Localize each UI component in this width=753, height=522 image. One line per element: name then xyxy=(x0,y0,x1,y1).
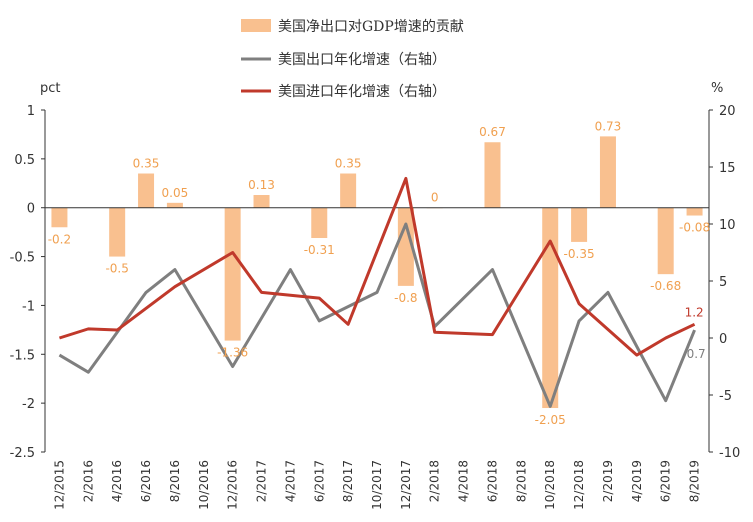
bar xyxy=(253,195,270,208)
legend: 美国净出口对GDP增速的贡献 美国出口年化增速（右轴） 美国进口年化增速（右轴） xyxy=(241,19,464,100)
x-tick-label: 4/2019 xyxy=(630,460,644,502)
x-tick-label: 6/2018 xyxy=(485,460,499,502)
x-tick-label: 12/2018 xyxy=(572,460,586,510)
left-tick-label: -2.5 xyxy=(10,446,35,461)
bar-data-label: 0.73 xyxy=(595,119,622,133)
bar-data-label: 0.35 xyxy=(133,157,160,171)
line-series xyxy=(58,176,696,408)
bar-data-label: -0.5 xyxy=(105,262,128,276)
right-tick-label: 0 xyxy=(719,332,727,347)
bar-data-label: 0.13 xyxy=(248,178,275,192)
x-tick-label: 10/2016 xyxy=(197,460,211,510)
x-tick-label: 2/2016 xyxy=(81,460,95,502)
bar xyxy=(311,207,328,239)
bar-data-label: -0.08 xyxy=(679,221,710,235)
x-tick-label: 10/2017 xyxy=(370,460,384,510)
bar xyxy=(397,207,414,286)
right-axis-unit: % xyxy=(711,81,723,96)
left-tick-label: -0.5 xyxy=(10,251,35,266)
left-tick-label: 0.5 xyxy=(14,153,35,168)
import-growth-line xyxy=(58,176,696,357)
bar-data-label: -1.36 xyxy=(217,346,248,360)
right-tick-label: 10 xyxy=(719,218,736,233)
legend-swatch-net-exports xyxy=(241,19,271,32)
right-tick-label: 15 xyxy=(719,161,736,176)
x-tick-label: 4/2017 xyxy=(283,460,297,502)
export-growth-line xyxy=(58,222,696,408)
left-tick-label: -2 xyxy=(22,397,35,412)
bar-data-label: 0.05 xyxy=(162,186,189,200)
x-tick-label: 2/2017 xyxy=(255,460,269,502)
bar-data-label: 0 xyxy=(431,191,439,205)
bar xyxy=(686,207,703,216)
legend-label-imports: 美国进口年化增速（右轴） xyxy=(278,84,446,100)
x-tick-label: 12/2016 xyxy=(226,460,240,510)
left-tick-label: 0 xyxy=(27,202,35,217)
bar xyxy=(51,207,68,228)
bar xyxy=(599,136,616,208)
left-tick-label: 1 xyxy=(27,104,35,119)
right-tick-label: -10 xyxy=(719,446,740,461)
bar xyxy=(484,142,501,208)
x-tick-label: 2/2018 xyxy=(428,460,442,502)
bar-data-label: -0.68 xyxy=(650,279,681,293)
x-tick-label: 6/2016 xyxy=(139,460,153,502)
x-tick-label: 8/2017 xyxy=(341,460,355,502)
bar xyxy=(224,207,241,341)
bar xyxy=(542,207,559,409)
x-tick-label: 4/2016 xyxy=(110,460,124,502)
x-tick-label: 12/2015 xyxy=(52,460,66,510)
bar xyxy=(657,207,674,275)
left-axis-unit: pct xyxy=(40,81,61,96)
bar xyxy=(340,173,357,208)
bar xyxy=(571,207,588,242)
right-axis-ticks: 20 15 10 5 0 -5 -10 xyxy=(709,104,740,461)
exports-end-label: 0.7 xyxy=(687,347,706,361)
x-tick-label: 8/2019 xyxy=(688,460,702,502)
x-axis-ticks: 12/2015 2/2016 4/2016 6/2016 8/2016 10/2016 12… xyxy=(52,460,701,510)
bar xyxy=(138,173,155,208)
legend-label-exports: 美国出口年化增速（右轴） xyxy=(278,52,446,68)
bar-data-label: 0.67 xyxy=(479,125,506,139)
bar xyxy=(166,202,183,208)
x-tick-label: 2/2019 xyxy=(601,460,615,502)
bar-data-label: -2.05 xyxy=(535,413,566,427)
bar-series xyxy=(51,136,703,409)
x-tick-label: 10/2018 xyxy=(543,460,557,510)
bar-data-label: -0.35 xyxy=(564,247,595,261)
bar-data-label: -0.8 xyxy=(394,291,417,305)
legend-label-net-exports: 美国净出口对GDP增速的贡献 xyxy=(278,19,464,35)
x-tick-label: 8/2018 xyxy=(514,460,528,502)
x-tick-label: 6/2019 xyxy=(659,460,673,502)
line-end-labels: 0.7 1.2 xyxy=(685,305,706,361)
x-tick-label: 4/2018 xyxy=(457,460,471,502)
x-tick-label: 6/2017 xyxy=(312,460,326,502)
left-axis-ticks: 1 0.5 0 -0.5 -1 -1.5 -2 -2.5 xyxy=(10,104,45,461)
x-tick-label: 8/2016 xyxy=(168,460,182,502)
bar-data-labels: -0.2 -0.5 0.35 0.05 -1.36 0.13 -0.31 0.35 -0.8 0 0… xyxy=(48,119,710,427)
x-tick-label: 12/2017 xyxy=(399,460,413,510)
bar xyxy=(109,207,126,257)
left-tick-label: -1 xyxy=(22,299,35,314)
right-tick-label: -5 xyxy=(719,389,732,404)
bar-data-label: -0.2 xyxy=(48,232,71,246)
bar-data-label: -0.31 xyxy=(304,243,335,257)
right-tick-label: 5 xyxy=(719,275,727,290)
right-tick-label: 20 xyxy=(719,104,736,119)
imports-end-label: 1.2 xyxy=(685,305,704,319)
left-tick-label: -1.5 xyxy=(10,348,35,363)
bar-data-label: 0.35 xyxy=(335,157,362,171)
